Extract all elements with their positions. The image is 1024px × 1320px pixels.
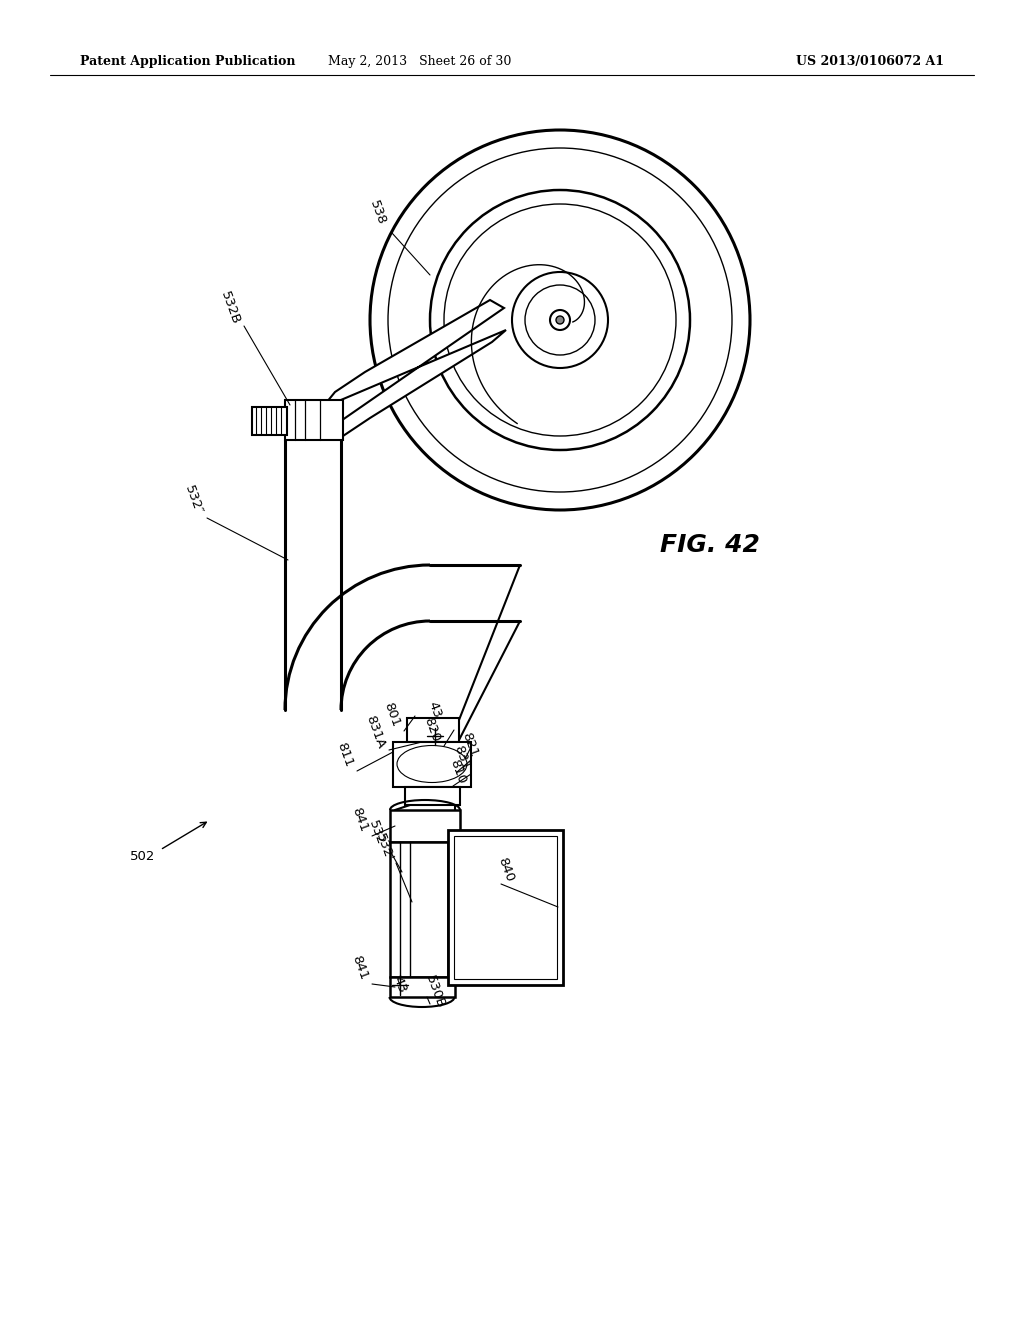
Text: 502: 502 [130, 850, 156, 863]
Bar [252, 407, 287, 436]
Text: 538: 538 [368, 199, 388, 227]
Text: 831A: 831A [362, 714, 387, 751]
Circle shape [430, 190, 690, 450]
Text: 530B: 530B [423, 974, 447, 1010]
Text: 43: 43 [426, 700, 444, 721]
Text: US 2013/0106072 A1: US 2013/0106072 A1 [796, 55, 944, 69]
Text: May 2, 2013   Sheet 26 of 30: May 2, 2013 Sheet 26 of 30 [329, 55, 512, 69]
Text: FIG. 42: FIG. 42 [660, 533, 760, 557]
Bar [449, 830, 563, 985]
Text: 43: 43 [391, 975, 409, 995]
Text: 801: 801 [382, 701, 402, 729]
Text: 820: 820 [422, 715, 442, 744]
Text: 532': 532' [373, 832, 395, 863]
Bar [406, 787, 460, 805]
Text: 840: 840 [496, 855, 516, 884]
Bar [407, 718, 459, 742]
Bar [390, 842, 449, 977]
Circle shape [444, 205, 676, 436]
Bar [393, 742, 471, 787]
Bar [390, 977, 455, 997]
Text: 831: 831 [452, 744, 472, 772]
Bar [454, 836, 557, 979]
Text: 811: 811 [335, 741, 355, 770]
Text: 532″: 532″ [181, 483, 205, 516]
Bar [390, 810, 460, 842]
Text: 532B: 532B [218, 289, 242, 326]
Circle shape [556, 315, 564, 323]
Text: 841: 841 [349, 954, 371, 982]
Circle shape [370, 129, 750, 510]
Text: 810: 810 [447, 758, 468, 787]
Circle shape [550, 310, 570, 330]
Circle shape [512, 272, 608, 368]
Text: 841: 841 [349, 807, 371, 834]
Polygon shape [322, 300, 506, 438]
Text: Patent Application Publication: Patent Application Publication [80, 55, 296, 69]
Circle shape [525, 285, 595, 355]
Circle shape [388, 148, 732, 492]
Text: 532: 532 [367, 818, 387, 847]
Text: 821: 821 [460, 731, 480, 759]
Bar [285, 400, 343, 440]
